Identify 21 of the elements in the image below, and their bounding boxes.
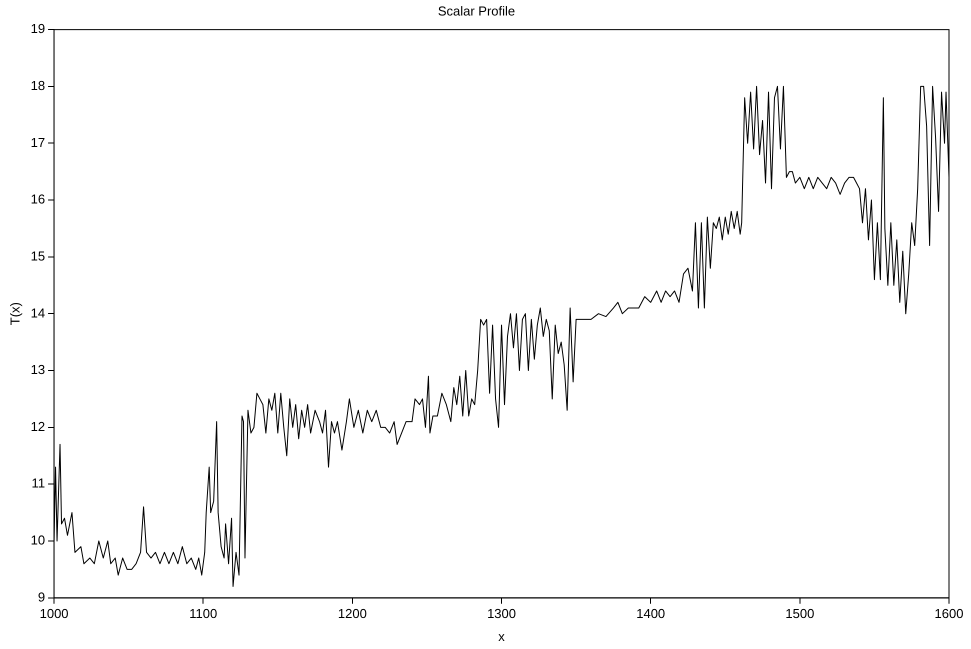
y-tick-label: 14 bbox=[30, 305, 46, 320]
y-tick-label: 13 bbox=[30, 362, 46, 378]
y-tick-label: 17 bbox=[30, 134, 46, 150]
y-tick-label: 10 bbox=[30, 532, 46, 548]
y-tick-label: 19 bbox=[30, 21, 46, 36]
y-tick-label: 11 bbox=[32, 476, 46, 491]
x-axis-title: x bbox=[498, 628, 506, 644]
x-tick-label: 1400 bbox=[636, 606, 666, 622]
y-tick-label: 12 bbox=[30, 418, 46, 434]
chart-title: Scalar Profile bbox=[438, 3, 516, 18]
x-tick-label: 1600 bbox=[934, 606, 964, 622]
y-tick-label: 16 bbox=[30, 192, 46, 207]
x-tick-label: 1000 bbox=[40, 606, 69, 622]
y-tick-label: 9 bbox=[38, 589, 46, 604]
x-tick-label: 1300 bbox=[487, 606, 516, 622]
x-tick-label: 1500 bbox=[785, 606, 814, 622]
x-tick-label: 1200 bbox=[338, 606, 367, 622]
x-tick-label: 1100 bbox=[189, 606, 218, 622]
y-tick-label: 15 bbox=[30, 248, 46, 264]
y-tick-label: 18 bbox=[30, 78, 46, 93]
y-axis-title: T(x) bbox=[7, 302, 22, 326]
